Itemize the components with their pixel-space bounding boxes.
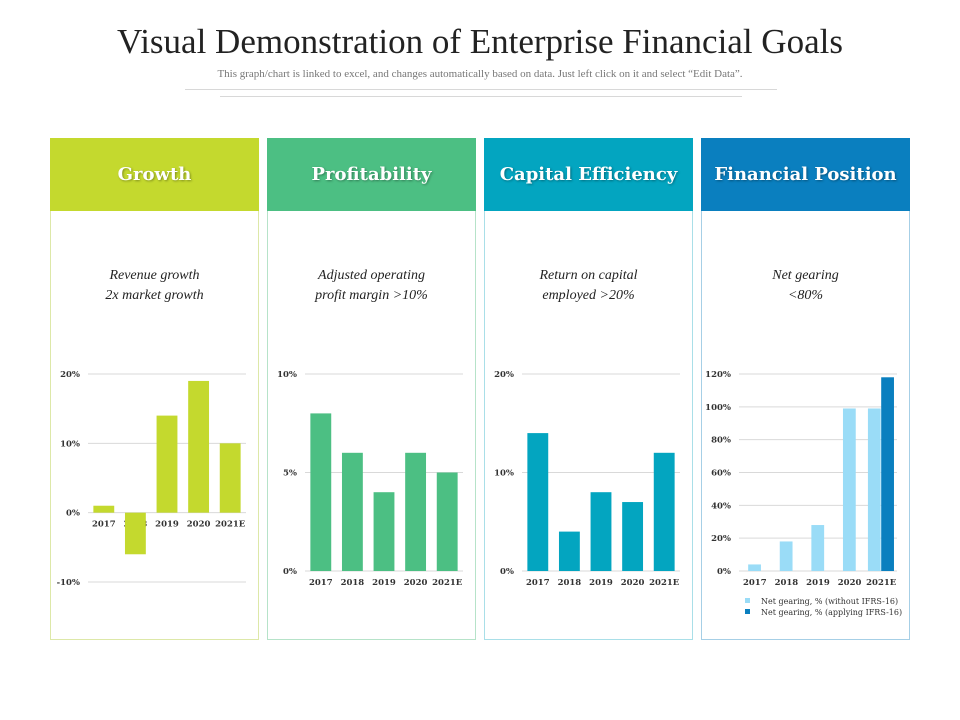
financial-position-legend-label: Net gearing, % (applying IFRS-16) (761, 608, 902, 617)
profitability-xtick-label: 2019 (372, 578, 396, 588)
growth-ytick-label: 10% (60, 439, 80, 449)
growth-desc-line1: Revenue growth (109, 268, 200, 283)
financial-position-bar-2021E-series-1 (881, 377, 894, 571)
page-title: Visual Demonstration of Enterprise Finan… (117, 22, 843, 61)
growth-bar-2017 (93, 505, 115, 513)
capital-efficiency-bar-2021E (653, 452, 675, 571)
financial-position-ytick-label: 40% (711, 501, 731, 511)
capital-efficiency-chart: 20% 10% 0% 2017 2018 2019 2020 2021E (494, 370, 680, 588)
growth-header: Growth (50, 138, 259, 211)
growth-xtick-label: 2020 (187, 520, 211, 530)
profitability-ytick-label: 0% (283, 567, 297, 577)
growth-ytick-label: 0% (66, 509, 80, 519)
growth-ytick-label: -10% (57, 578, 80, 588)
growth-xtick-label: 2019 (155, 520, 179, 530)
title-divider-bottom (220, 96, 742, 97)
growth-panel: Growth Revenue growth 2x market growth 2… (50, 138, 259, 640)
profitability-description: Adjusted operating profit margin >10% (268, 266, 475, 306)
financial-position-chart: 120% 100% 80% 60% 40% 20% 0% 2017 2018 2019 2020 20… (705, 370, 902, 617)
profitability-header: Profitability (267, 138, 476, 211)
financial-position-description: Net gearing <80% (702, 266, 909, 306)
capital-efficiency-xtick-label: 2021E (649, 578, 680, 588)
capital-efficiency-xtick-label: 2020 (621, 578, 645, 588)
profitability-bar-2021E (436, 472, 458, 571)
financial-position-bar-2019-series-0 (811, 525, 825, 571)
financial-position-xtick-label: 2019 (806, 578, 830, 588)
capital-efficiency-panel: Capital Efficiency Return on capital emp… (484, 138, 693, 640)
financial-position-ytick-label: 120% (705, 370, 731, 380)
capital-efficiency-xtick-label: 2017 (526, 578, 550, 588)
financial-position-bar-2021E-series-0 (867, 408, 881, 571)
financial-position-xtick-label: 2017 (743, 578, 767, 588)
profitability-xtick-label: 2018 (341, 578, 365, 588)
profitability-panel: Profitability Adjusted operating profit … (267, 138, 476, 640)
financial-position-legend-label: Net gearing, % (without IFRS-16) (761, 597, 898, 606)
financial-position-bar-2018-series-0 (779, 541, 793, 571)
financial-position-bar-2020-series-0 (842, 408, 856, 571)
financial-position-desc-line1: Net gearing (772, 268, 839, 283)
growth-xtick-label: 2021E (215, 520, 246, 530)
financial-position-bar-2017-series-0 (748, 564, 761, 571)
financial-position-panel: Financial Position Net gearing <80% 120%… (701, 138, 910, 640)
capital-efficiency-bar-2018 (558, 531, 580, 571)
financial-position-xtick-label: 2020 (838, 578, 862, 588)
capital-efficiency-bar-2019 (590, 492, 612, 571)
profitability-xtick-label: 2020 (404, 578, 428, 588)
financial-position-ytick-label: 60% (711, 469, 731, 479)
profitability-bar-2020 (405, 452, 427, 571)
profitability-bar-2017 (310, 413, 332, 571)
capital-efficiency-header: Capital Efficiency (484, 138, 693, 211)
capital-efficiency-ytick-label: 0% (500, 567, 514, 577)
financial-position-legend-swatch (745, 598, 750, 603)
capital-efficiency-description: Return on capital employed >20% (485, 266, 692, 306)
profitability-bar-2019 (373, 492, 395, 571)
profitability-xtick-label: 2017 (309, 578, 333, 588)
capital-efficiency-xtick-label: 2019 (589, 578, 613, 588)
growth-bar-2019 (156, 415, 178, 513)
growth-description: Revenue growth 2x market growth (51, 266, 258, 306)
growth-desc-line2: 2x market growth (105, 288, 204, 303)
page-subtitle: This graph/chart is linked to excel, and… (217, 68, 743, 80)
financial-position-header: Financial Position (701, 138, 910, 211)
capital-efficiency-desc-line2: employed >20% (542, 288, 635, 303)
capital-efficiency-bar-2017 (527, 433, 549, 571)
financial-position-ytick-label: 80% (711, 436, 731, 446)
capital-efficiency-ytick-label: 20% (494, 370, 514, 380)
profitability-desc-line2: profit margin >10% (315, 288, 428, 303)
financial-position-desc-line2: <80% (787, 288, 824, 303)
profitability-xtick-label: 2021E (432, 578, 463, 588)
capital-efficiency-bar-2020 (622, 502, 644, 571)
financial-position-legend-swatch (745, 609, 750, 614)
profitability-bar-2018 (341, 452, 363, 571)
financial-position-ytick-label: 20% (711, 534, 731, 544)
profitability-ytick-label: 5% (283, 469, 297, 479)
profitability-desc-line1: Adjusted operating (318, 268, 425, 283)
capital-efficiency-xtick-label: 2018 (558, 578, 582, 588)
capital-efficiency-ytick-label: 10% (494, 469, 514, 479)
financial-position-xtick-label: 2021E (866, 578, 897, 588)
growth-bar-2018 (124, 512, 146, 555)
financial-position-xtick-label: 2018 (775, 578, 799, 588)
capital-efficiency-desc-line1: Return on capital (539, 268, 638, 283)
title-divider-top (185, 89, 777, 90)
growth-bar-2021E (219, 443, 241, 513)
growth-ytick-label: 20% (60, 370, 80, 380)
financial-position-ytick-label: 0% (717, 567, 731, 577)
financial-position-ytick-label: 100% (705, 403, 731, 413)
profitability-chart: 10% 5% 0% 2017 2018 2019 2020 2021E (277, 370, 463, 588)
growth-xtick-label: 2017 (92, 520, 116, 530)
profitability-ytick-label: 10% (277, 370, 297, 380)
growth-bar-2020 (188, 380, 210, 513)
